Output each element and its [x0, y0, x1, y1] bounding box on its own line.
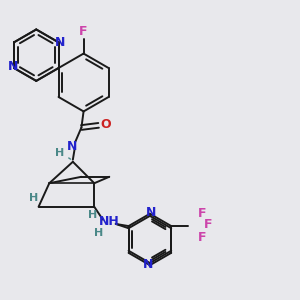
- Text: NH: NH: [99, 215, 120, 228]
- Text: F: F: [79, 25, 88, 38]
- Text: H: H: [88, 210, 97, 220]
- Text: F: F: [198, 207, 207, 220]
- Text: O: O: [101, 118, 111, 131]
- Text: F: F: [203, 218, 212, 232]
- Text: N: N: [146, 206, 156, 219]
- Text: H: H: [28, 193, 38, 203]
- Text: F: F: [198, 231, 207, 244]
- Text: N: N: [8, 61, 18, 74]
- Text: H: H: [94, 227, 103, 238]
- Text: N: N: [67, 140, 77, 153]
- Text: H: H: [56, 148, 64, 158]
- Text: N: N: [142, 258, 153, 271]
- Text: N: N: [54, 36, 65, 49]
